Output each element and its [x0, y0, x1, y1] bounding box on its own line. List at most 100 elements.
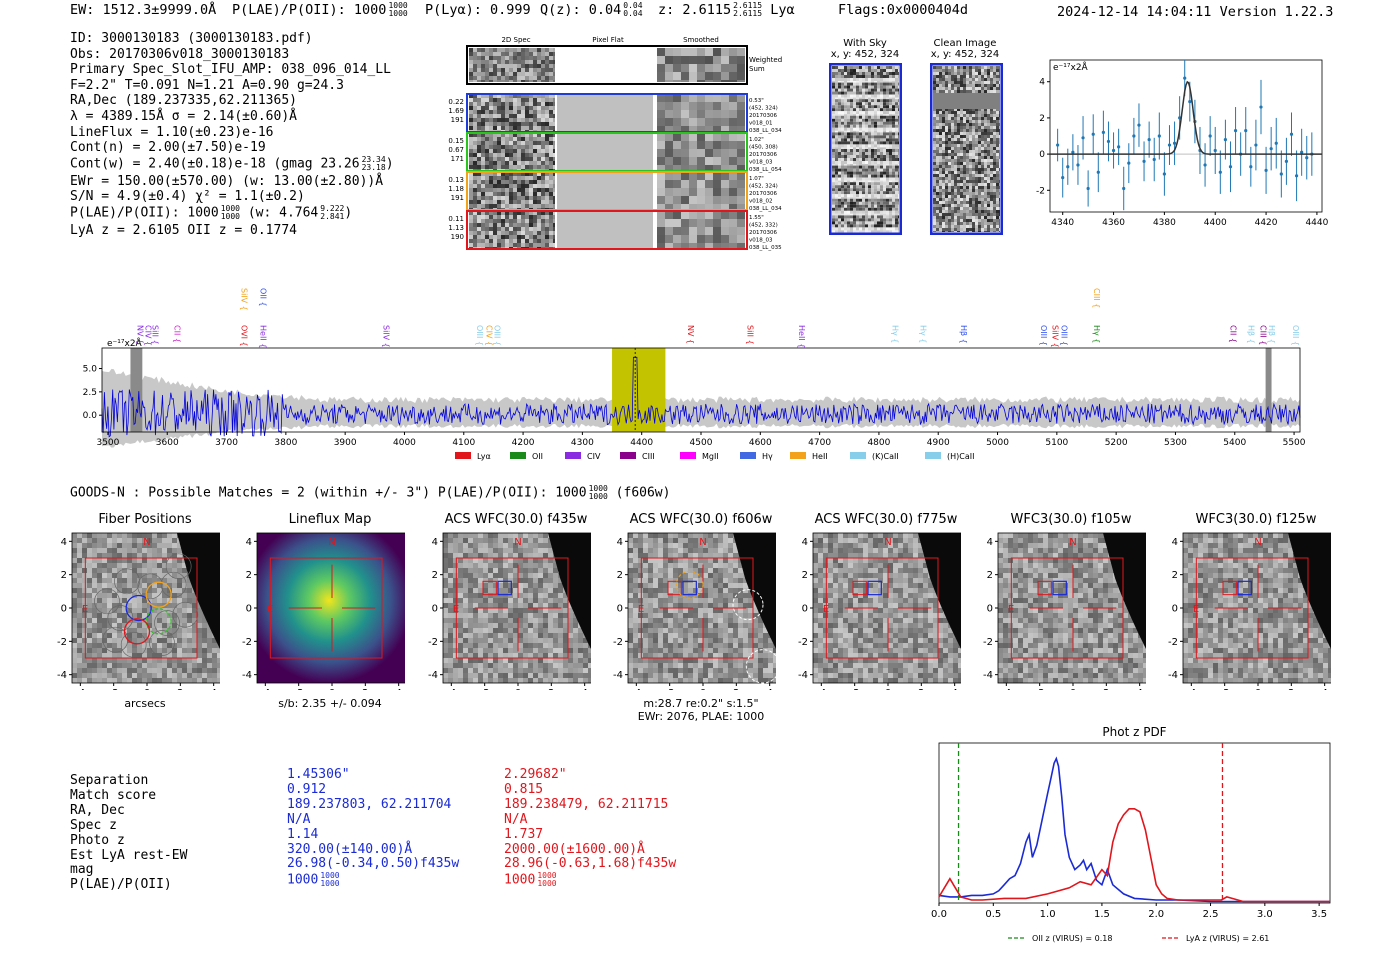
- noise-pixel: [892, 201, 895, 205]
- noise-pixel: [157, 578, 162, 583]
- noise-pixel: [951, 177, 954, 180]
- noise-pixel: [177, 603, 182, 608]
- noise-pixel: [969, 168, 972, 171]
- noise-pixel: [545, 122, 549, 126]
- noise-pixel: [993, 66, 996, 69]
- noise-pixel: [549, 149, 553, 153]
- noise-pixel: [525, 196, 529, 200]
- noise-pixel: [895, 75, 898, 78]
- noise-pixel: [549, 204, 553, 208]
- noise-pixel: [545, 196, 549, 200]
- noise-pixel: [533, 145, 537, 149]
- noise-pixel: [990, 159, 993, 162]
- noise-pixel: [97, 583, 102, 588]
- noise-pixel: [497, 145, 501, 149]
- noise-pixel: [853, 185, 856, 189]
- noise-pixel: [832, 144, 835, 148]
- noise-pixel: [545, 223, 549, 227]
- noise-pixel: [541, 94, 545, 98]
- noise-pixel: [729, 126, 737, 132]
- noise-pixel: [77, 583, 82, 588]
- noise-pixel: [172, 598, 177, 603]
- noise-pixel: [978, 153, 981, 156]
- noise-pixel: [960, 135, 963, 138]
- spectral-line-label: CIII {: [1092, 288, 1101, 308]
- noise-pixel: [832, 155, 835, 158]
- noise-pixel: [975, 198, 978, 201]
- noise-pixel: [960, 231, 963, 232]
- noise-pixel: [859, 204, 862, 208]
- noise-pixel: [978, 210, 981, 213]
- noise-pixel: [847, 221, 850, 225]
- noise-pixel: [841, 165, 844, 169]
- noise-pixel: [957, 183, 960, 186]
- noise-pixel: [545, 94, 549, 98]
- noise-pixel: [966, 210, 969, 213]
- zoom-xtick-label: 4400: [1204, 218, 1227, 228]
- noise-pixel: [856, 135, 859, 139]
- noise-pixel: [537, 161, 541, 165]
- noise-pixel: [187, 588, 192, 593]
- noise-pixel: [874, 182, 877, 186]
- noise-pixel: [835, 168, 838, 172]
- noise-pixel: [493, 76, 497, 80]
- spec-row-smoothed: [657, 172, 745, 210]
- noise-pixel: [844, 127, 847, 131]
- noise-pixel: [880, 165, 883, 169]
- noise-pixel: [838, 85, 841, 89]
- noise-pixel: [513, 48, 517, 52]
- noise-pixel: [517, 76, 521, 80]
- noise-pixel: [481, 106, 485, 110]
- noise-pixel: [509, 137, 513, 141]
- noise-pixel: [835, 108, 838, 112]
- noise-pixel: [497, 102, 501, 106]
- noise-pixel: [999, 75, 1000, 78]
- noise-pixel: [850, 221, 853, 225]
- noise-pixel: [533, 118, 537, 122]
- noise-pixel: [933, 69, 936, 72]
- noise-pixel: [859, 135, 862, 139]
- noise-pixel: [850, 165, 853, 169]
- noise-pixel: [493, 180, 497, 184]
- noise-pixel: [996, 147, 999, 150]
- noise-pixel: [112, 533, 117, 538]
- noise-pixel: [533, 72, 537, 76]
- noise-pixel: [889, 213, 892, 216]
- noise-pixel: [877, 194, 880, 198]
- noise-pixel: [972, 201, 975, 204]
- noise-pixel: [871, 165, 874, 169]
- noise-pixel: [936, 75, 939, 78]
- noise-pixel: [969, 204, 972, 207]
- noise-pixel: [865, 185, 868, 189]
- noise-pixel: [107, 578, 112, 583]
- noise-pixel: [537, 106, 541, 110]
- noise-pixel: [838, 158, 841, 161]
- noise-pixel: [517, 157, 521, 161]
- noise-pixel: [505, 141, 509, 145]
- noise-pixel: [107, 543, 112, 548]
- noise-pixel: [936, 108, 939, 111]
- noise-pixel: [984, 72, 987, 75]
- noise-pixel: [473, 68, 477, 72]
- noise-pixel: [142, 578, 147, 583]
- noise-pixel: [481, 227, 485, 231]
- noise-pixel: [501, 200, 505, 204]
- noise-pixel: [865, 198, 868, 202]
- noise-pixel: [517, 243, 521, 247]
- noise-pixel: [481, 126, 485, 130]
- noise-pixel: [497, 133, 501, 137]
- noise-pixel: [549, 48, 553, 52]
- noise-pixel: [473, 180, 477, 184]
- noise-pixel: [859, 174, 862, 178]
- spectrum-xtick-label: 5400: [1223, 438, 1246, 448]
- noise-pixel: [859, 127, 862, 131]
- noise-pixel: [497, 149, 501, 153]
- noise-pixel: [177, 568, 182, 573]
- noise-pixel: [533, 56, 537, 60]
- noise-pixel: [853, 180, 856, 183]
- noise-pixel: [832, 152, 835, 155]
- noise-pixel: [117, 588, 122, 593]
- noise-pixel: [197, 613, 202, 618]
- noise-pixel: [832, 210, 835, 214]
- noise-pixel: [996, 162, 999, 165]
